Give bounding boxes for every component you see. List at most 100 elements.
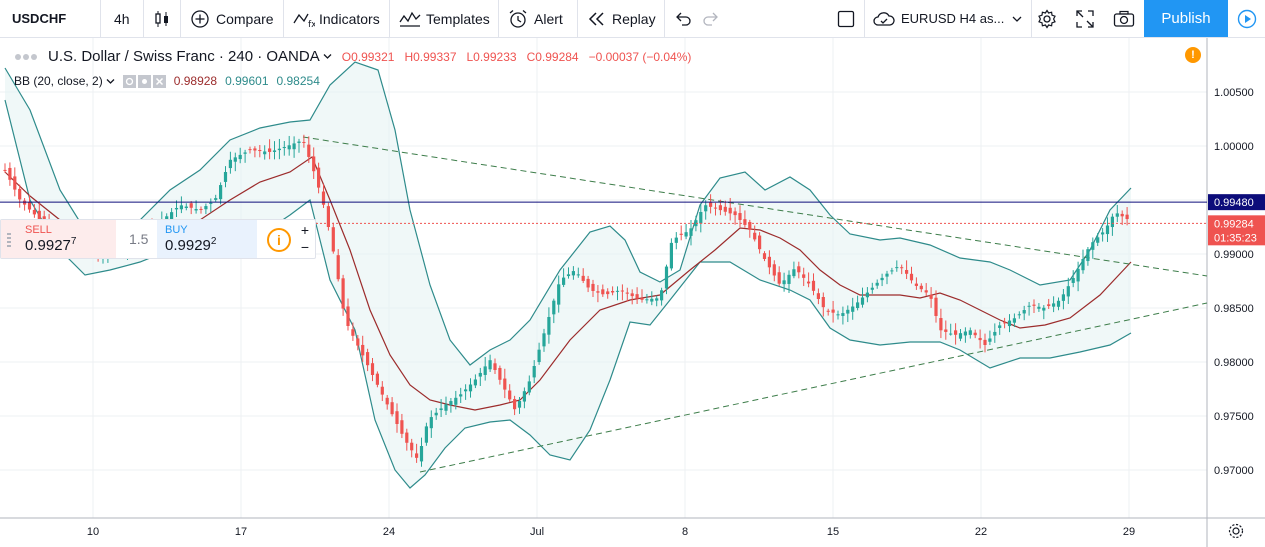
- candle-body: [517, 401, 522, 408]
- settings-button[interactable]: [1037, 0, 1057, 37]
- replay-button[interactable]: Replay: [588, 0, 656, 37]
- candle-body: [459, 394, 463, 397]
- candle-body: [214, 198, 218, 200]
- price-chart[interactable]: 1.005001.000000.995000.990000.985000.980…: [0, 38, 1265, 547]
- candle-body: [674, 237, 678, 243]
- sell-price: 0.99277: [25, 236, 116, 254]
- candle-body: [395, 411, 399, 424]
- toolbar-divider: [283, 0, 284, 37]
- candle-body: [831, 309, 835, 313]
- candle-body: [253, 148, 257, 151]
- time-tick-label: 10: [87, 526, 99, 538]
- support-trendline[interactable]: [419, 302, 1208, 473]
- warning-icon[interactable]: !: [1185, 47, 1201, 63]
- info-icon[interactable]: i: [267, 228, 291, 252]
- candle-body: [772, 264, 776, 276]
- candle-body: [361, 344, 365, 356]
- toolbar-divider: [664, 0, 665, 37]
- candle-body: [914, 283, 918, 286]
- chart-type-button[interactable]: [153, 0, 171, 37]
- candle-body: [797, 266, 801, 273]
- gear-icon[interactable]: [137, 74, 151, 88]
- candle-body: [944, 329, 948, 332]
- time-tick-label: 8: [682, 526, 688, 538]
- candle-body: [1047, 304, 1051, 307]
- candle-body: [219, 185, 223, 200]
- candles-icon: [155, 10, 168, 27]
- price-tick-label: 0.99000: [1214, 249, 1254, 261]
- candle-body: [738, 213, 742, 220]
- series-title[interactable]: U.S. Dollar / Swiss Franc · 240 · OANDA: [48, 48, 320, 65]
- plus-circle-icon: [191, 9, 209, 28]
- candle-body: [566, 274, 571, 277]
- resistance-trendline[interactable]: [302, 136, 1208, 277]
- candle-body: [1105, 225, 1110, 235]
- bb-upper-line: [4, 61, 1132, 366]
- candle-body: [694, 220, 698, 227]
- eye-icon[interactable]: [122, 74, 136, 88]
- compare-button[interactable]: Compare: [190, 0, 274, 37]
- candle-body: [949, 333, 953, 335]
- chevron-down-icon[interactable]: [106, 78, 115, 85]
- axis-settings-gear-icon[interactable]: [1228, 523, 1244, 539]
- price-axis[interactable]: 1.005001.000000.995000.990000.985000.980…: [1208, 87, 1265, 477]
- indicators-button[interactable]: fx Indicators: [293, 0, 380, 37]
- candle-body: [321, 191, 326, 205]
- play-icon: [1237, 9, 1256, 28]
- bb-basis-line: [4, 156, 1132, 411]
- buy-price-main: 0.9929: [165, 237, 211, 254]
- templates-button[interactable]: Templates: [399, 0, 490, 37]
- candle-body: [532, 366, 536, 378]
- candle-body: [170, 212, 174, 220]
- change-value: −0.00037 (−0.04%): [588, 49, 692, 64]
- candle-body: [390, 402, 394, 415]
- candle-body: [816, 293, 820, 299]
- drag-handle-icon[interactable]: [7, 233, 11, 247]
- chevron-down-icon[interactable]: [323, 53, 332, 60]
- candle-body: [552, 300, 556, 315]
- candle-body: [204, 206, 208, 210]
- close-icon[interactable]: [152, 74, 166, 88]
- fullscreen-button[interactable]: [1076, 0, 1094, 37]
- candle-body: [660, 290, 664, 301]
- redo-button[interactable]: [702, 0, 720, 37]
- candle-body: [444, 404, 448, 411]
- candle-body: [890, 270, 894, 272]
- gear-icon: [1228, 523, 1244, 539]
- candle-body: [424, 426, 428, 443]
- candle-body: [488, 360, 492, 370]
- layout-dropdown[interactable]: EURUSD H4 as...: [873, 0, 1022, 37]
- publish-button[interactable]: Publish: [1144, 0, 1228, 37]
- candle-body: [1125, 214, 1129, 220]
- candle-body: [689, 228, 693, 236]
- candle-body: [635, 294, 639, 299]
- time-axis[interactable]: 10 17 24 Jul 8 15 22 29: [87, 523, 1244, 539]
- bb-label[interactable]: BB (20, close, 2): [14, 74, 103, 88]
- candle-body: [27, 202, 32, 210]
- undo-button[interactable]: [674, 0, 692, 37]
- symbol-search[interactable]: USDCHF: [12, 0, 66, 37]
- candle-body: [625, 292, 629, 294]
- candle-body: [478, 372, 482, 377]
- trendlines[interactable]: [302, 136, 1208, 473]
- layout-name: EURUSD H4 as...: [901, 11, 1005, 26]
- minus-icon[interactable]: −: [300, 239, 310, 255]
- interval-button[interactable]: 4h: [114, 0, 130, 37]
- publish-label: Publish: [1161, 10, 1211, 27]
- candle-body: [223, 172, 228, 182]
- quantity-stepper[interactable]: + −: [297, 222, 313, 256]
- snapshot-button[interactable]: [1113, 0, 1135, 37]
- candle-body: [346, 306, 350, 326]
- alert-button[interactable]: Alert: [508, 0, 563, 37]
- candle-body: [410, 442, 414, 451]
- select-layout-button[interactable]: [837, 0, 855, 37]
- play-button[interactable]: [1228, 0, 1265, 37]
- candle-body: [929, 294, 933, 299]
- candle-body: [483, 366, 487, 375]
- bb-basis-value: 0.98928: [173, 74, 218, 88]
- buy-button[interactable]: BUY 0.99292: [157, 220, 257, 258]
- candle-body: [1007, 320, 1012, 327]
- plus-icon[interactable]: +: [300, 222, 310, 238]
- sell-button[interactable]: SELL 0.99277: [1, 220, 116, 258]
- candle-body: [767, 256, 771, 268]
